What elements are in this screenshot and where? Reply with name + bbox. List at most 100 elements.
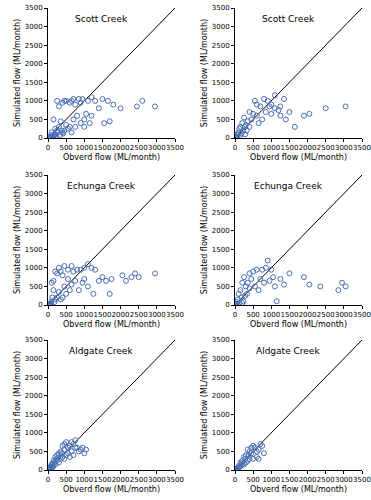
- svg-text:2500: 2500: [317, 311, 335, 319]
- svg-text:3500: 3500: [166, 311, 184, 319]
- svg-text:2000: 2000: [112, 144, 130, 152]
- svg-text:0: 0: [38, 134, 42, 142]
- svg-text:0: 0: [233, 311, 237, 319]
- svg-text:1000: 1000: [212, 429, 230, 437]
- svg-text:0: 0: [38, 301, 42, 309]
- svg-text:3500: 3500: [353, 144, 371, 152]
- svg-text:0: 0: [46, 476, 50, 484]
- svg-text:0: 0: [233, 476, 237, 484]
- svg-text:3500: 3500: [353, 311, 371, 319]
- svg-text:2000: 2000: [212, 227, 230, 235]
- svg-text:3000: 3000: [25, 190, 43, 198]
- svg-text:1500: 1500: [94, 144, 112, 152]
- svg-text:Simulated flow (ML/month): Simulated flow (ML/month): [13, 186, 22, 294]
- svg-text:500: 500: [216, 116, 229, 124]
- svg-text:3500: 3500: [25, 4, 43, 12]
- svg-text:3000: 3000: [335, 144, 353, 152]
- svg-text:Obverd flow (ML/month): Obverd flow (ML/month): [250, 485, 347, 494]
- svg-text:1000: 1000: [25, 97, 43, 105]
- svg-text:500: 500: [59, 476, 72, 484]
- svg-text:2500: 2500: [212, 374, 230, 382]
- svg-text:1000: 1000: [262, 476, 280, 484]
- svg-text:3500: 3500: [25, 336, 43, 344]
- svg-text:0: 0: [46, 144, 50, 152]
- svg-text:Echunga Creek: Echunga Creek: [67, 181, 136, 191]
- svg-text:500: 500: [246, 144, 259, 152]
- svg-text:500: 500: [29, 448, 42, 456]
- svg-text:1500: 1500: [212, 246, 230, 254]
- svg-text:Simulated flow (ML/month): Simulated flow (ML/month): [13, 351, 22, 459]
- svg-text:Obverd flow (ML/month): Obverd flow (ML/month): [250, 153, 347, 162]
- svg-text:2500: 2500: [212, 42, 230, 50]
- svg-text:1500: 1500: [281, 476, 299, 484]
- svg-text:3500: 3500: [166, 476, 184, 484]
- svg-text:3000: 3000: [335, 476, 353, 484]
- svg-text:1500: 1500: [94, 476, 112, 484]
- svg-text:0: 0: [225, 134, 229, 142]
- svg-text:1000: 1000: [75, 311, 93, 319]
- svg-text:1500: 1500: [94, 311, 112, 319]
- svg-text:2500: 2500: [212, 209, 230, 217]
- svg-text:1500: 1500: [281, 144, 299, 152]
- svg-text:1500: 1500: [281, 311, 299, 319]
- svg-text:2000: 2000: [299, 144, 317, 152]
- svg-text:1000: 1000: [212, 264, 230, 272]
- svg-text:500: 500: [59, 311, 72, 319]
- svg-text:2000: 2000: [299, 476, 317, 484]
- svg-text:Scott Creek: Scott Creek: [262, 14, 315, 24]
- svg-text:Simulated flow (ML/month): Simulated flow (ML/month): [13, 19, 22, 127]
- svg-text:Simulated flow (ML/month): Simulated flow (ML/month): [200, 186, 209, 294]
- svg-text:Obverd flow (ML/month): Obverd flow (ML/month): [63, 485, 160, 494]
- svg-text:2000: 2000: [25, 392, 43, 400]
- svg-text:1500: 1500: [25, 79, 43, 87]
- svg-text:3000: 3000: [148, 476, 166, 484]
- svg-text:Aldgate Creek: Aldgate Creek: [256, 346, 320, 356]
- svg-text:1000: 1000: [75, 476, 93, 484]
- svg-text:3000: 3000: [148, 311, 166, 319]
- svg-text:3000: 3000: [25, 355, 43, 363]
- svg-text:Scott Creek: Scott Creek: [75, 14, 128, 24]
- svg-text:2500: 2500: [317, 144, 335, 152]
- svg-text:1000: 1000: [262, 144, 280, 152]
- svg-text:2500: 2500: [25, 42, 43, 50]
- svg-text:1000: 1000: [25, 264, 43, 272]
- svg-text:1500: 1500: [212, 79, 230, 87]
- svg-text:3500: 3500: [166, 144, 184, 152]
- svg-text:2500: 2500: [25, 374, 43, 382]
- svg-text:0: 0: [225, 301, 229, 309]
- svg-text:2500: 2500: [130, 144, 148, 152]
- svg-text:0: 0: [233, 144, 237, 152]
- svg-text:2000: 2000: [112, 311, 130, 319]
- svg-text:2000: 2000: [212, 392, 230, 400]
- svg-text:3000: 3000: [335, 311, 353, 319]
- svg-text:2500: 2500: [130, 311, 148, 319]
- svg-text:500: 500: [246, 311, 259, 319]
- svg-text:500: 500: [29, 116, 42, 124]
- svg-text:3000: 3000: [212, 190, 230, 198]
- svg-text:2000: 2000: [25, 227, 43, 235]
- svg-text:500: 500: [59, 144, 72, 152]
- svg-text:1000: 1000: [25, 429, 43, 437]
- svg-text:Obverd flow (ML/month): Obverd flow (ML/month): [250, 320, 347, 329]
- svg-text:500: 500: [216, 283, 229, 291]
- svg-text:2000: 2000: [212, 60, 230, 68]
- svg-text:1500: 1500: [25, 246, 43, 254]
- svg-text:1000: 1000: [262, 311, 280, 319]
- svg-text:2500: 2500: [25, 209, 43, 217]
- svg-text:Echunga Creek: Echunga Creek: [254, 181, 323, 191]
- svg-text:1000: 1000: [75, 144, 93, 152]
- svg-text:500: 500: [29, 283, 42, 291]
- svg-text:2500: 2500: [317, 476, 335, 484]
- svg-text:Aldgate Creek: Aldgate Creek: [69, 346, 133, 356]
- svg-text:1500: 1500: [212, 411, 230, 419]
- svg-text:3500: 3500: [353, 476, 371, 484]
- svg-text:Simulated flow (ML/month): Simulated flow (ML/month): [200, 351, 209, 459]
- svg-text:Obverd flow (ML/month): Obverd flow (ML/month): [63, 153, 160, 162]
- svg-text:0: 0: [225, 466, 229, 474]
- svg-text:3500: 3500: [212, 4, 230, 12]
- svg-text:3000: 3000: [148, 144, 166, 152]
- svg-text:2000: 2000: [299, 311, 317, 319]
- svg-text:2000: 2000: [25, 60, 43, 68]
- svg-text:3500: 3500: [25, 171, 43, 179]
- svg-text:3000: 3000: [25, 23, 43, 31]
